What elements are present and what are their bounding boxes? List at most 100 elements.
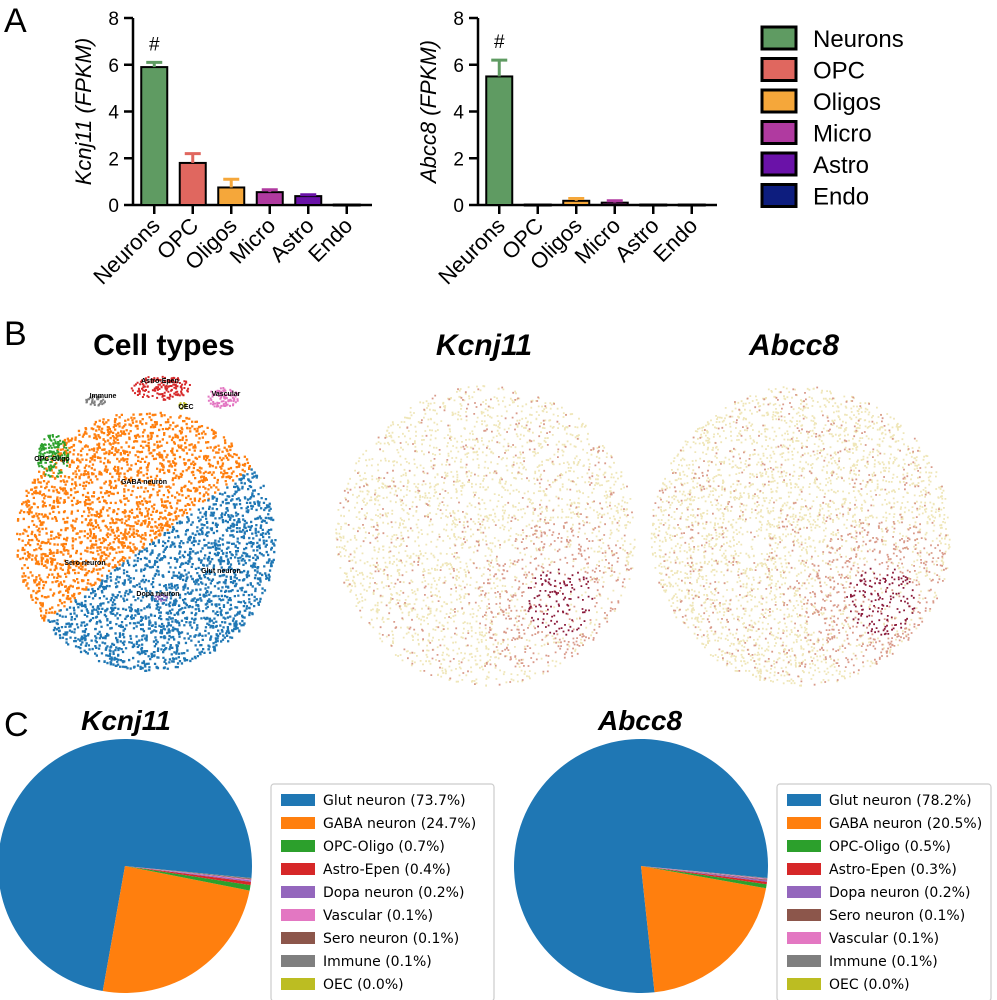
legend-swatch-opc — [760, 57, 798, 82]
panel-label-b: B — [4, 315, 27, 353]
legend-swatch-neurons — [760, 25, 798, 51]
bar-oligos — [562, 199, 591, 206]
pie-slice-sero — [125, 866, 252, 880]
pie-legend-label: OPC-Oligo (0.5%) — [829, 839, 951, 855]
x-tick-label-astro: Astro — [265, 213, 319, 267]
x-tick-label-endo: Endo — [303, 213, 357, 267]
expression-high — [846, 567, 916, 636]
legend-label-neurons: Neurons — [813, 26, 904, 53]
bar-neurons — [140, 66, 169, 207]
cluster-label: Vascular — [212, 391, 241, 398]
pie-slice-dopa — [641, 866, 768, 882]
y-tick-label: 2 — [108, 149, 119, 170]
pie-legend-label: Vascular (0.1%) — [323, 908, 433, 924]
x-tick-label-neurons: Neurons — [433, 213, 509, 289]
y-axis-label: Kcnj11 (FPKM) — [71, 38, 96, 186]
pie-legend-swatch — [787, 932, 821, 944]
pie-chart-abcc8: Glut neuron (78.2%) GABA neuron (20.5%) OP… — [514, 739, 992, 1000]
significance-marker: # — [149, 34, 160, 55]
y-axis-label: Abcc8 (FPKM) — [416, 40, 441, 185]
pie-legend-label: OPC-Oligo (0.7%) — [323, 839, 445, 855]
pie-slice-immune — [641, 866, 768, 879]
bar-micro — [255, 191, 284, 207]
pie-legend-label: Immune (0.1%) — [323, 954, 432, 970]
pie-legend-frame — [270, 783, 495, 1000]
pie-legend-label: OEC (0.0%) — [323, 977, 404, 993]
pie-legend-swatch — [787, 978, 821, 990]
pie-legend-label: GABA neuron (24.7%) — [323, 816, 476, 832]
pie-legend-swatch — [787, 955, 821, 967]
expression-high — [527, 568, 594, 636]
pie-chart-kcnj11: Glut neuron (73.7%) GABA neuron (24.7%) OP… — [0, 739, 495, 1000]
pie-slice-glut — [514, 739, 769, 994]
cluster-label: GABA neuron — [121, 479, 167, 486]
legend-label-oligos: Oligos — [813, 89, 881, 116]
pie-legend-label: Vascular (0.1%) — [829, 931, 939, 947]
y-tick-label: 0 — [108, 196, 119, 217]
cluster-label: Dopa neuron — [136, 591, 179, 598]
pie-legend-swatch — [787, 886, 821, 898]
legend-cell-classes: Neurons OPC Oligos Micro Astro Endo — [760, 25, 904, 211]
pie-legend-swatch — [281, 817, 315, 829]
bar-astro — [294, 195, 323, 206]
x-tick-label-endo: Endo — [648, 213, 702, 267]
pie-slice-vascular — [641, 866, 768, 880]
y-tick-label: 6 — [108, 56, 119, 77]
expression-mid — [336, 386, 633, 686]
cluster-dopa-neuron — [154, 593, 168, 602]
pie-legend-swatch — [281, 978, 315, 990]
pie-legend-swatch — [281, 863, 315, 875]
pie-legend-label: Astro-Epen (0.3%) — [829, 862, 957, 878]
pie-slice-gaba — [102, 866, 250, 994]
cluster-label: Immune — [90, 393, 117, 400]
tsne-cell-types: Astro-Epen Immune OEC Vascular OPC-Oligo GABA… — [16, 375, 277, 672]
pie-legend-swatch — [787, 817, 821, 829]
cluster-label: OEC — [178, 404, 193, 411]
pie-legend-label: Dopa neuron (0.2%) — [323, 885, 464, 901]
pie-slice-opc-oligo — [125, 866, 251, 891]
pie-slice-gaba — [641, 866, 767, 993]
pie-legend-label: OEC (0.0%) — [829, 977, 910, 993]
pie-slice-dopa — [125, 866, 252, 882]
pie-title-kcnj11: Kcnj11 — [81, 705, 171, 736]
pie-legend-label: Glut neuron (78.2%) — [829, 793, 972, 809]
y-tick-label: 8 — [453, 9, 464, 30]
y-tick-label: 6 — [453, 56, 464, 77]
y-tick-label: 4 — [108, 103, 119, 124]
legend-swatch-endo — [760, 183, 798, 208]
pie-slice-sero — [641, 866, 768, 881]
bar-opc — [178, 161, 207, 207]
pie-legend-label: Glut neuron (73.7%) — [323, 793, 466, 809]
panel-label-c: C — [4, 706, 29, 744]
pie-slice-astro-epen — [125, 866, 251, 886]
y-tick-label: 2 — [453, 149, 464, 170]
bar-oligos — [217, 186, 246, 206]
cluster-label: Glut neuron — [201, 568, 241, 575]
legend-label-endo: Endo — [813, 184, 869, 211]
pie-slice-vascular — [125, 866, 252, 881]
legend-label-micro: Micro — [813, 121, 872, 148]
pie-legend-swatch — [281, 840, 315, 852]
tsne-title-abcc8: Abcc8 — [748, 329, 839, 362]
cluster-label: OPC-Oligo — [34, 456, 69, 463]
pie-legend-swatch — [281, 955, 315, 967]
x-tick-label-neurons: Neurons — [88, 213, 164, 289]
legend-swatch-astro — [760, 151, 798, 177]
tsne-abcc8-expression — [650, 386, 951, 687]
pie-legend-swatch — [281, 794, 315, 806]
legend-swatch-micro — [760, 120, 798, 145]
cluster-vascular — [207, 387, 239, 409]
cluster-opc-oligo — [37, 434, 70, 478]
pie-slice-astro-epen — [641, 866, 767, 885]
tsne-title-kcnj11: Kcnj11 — [436, 329, 532, 362]
pie-slice-immune — [125, 866, 252, 879]
expression-low — [650, 386, 951, 687]
cluster-glut-neuron — [47, 468, 277, 672]
pie-legend-label: Dopa neuron (0.2%) — [829, 885, 970, 901]
bar-neurons — [485, 75, 514, 206]
pie-legend-label: Immune (0.1%) — [829, 954, 938, 970]
pie-legend-swatch — [787, 794, 821, 806]
